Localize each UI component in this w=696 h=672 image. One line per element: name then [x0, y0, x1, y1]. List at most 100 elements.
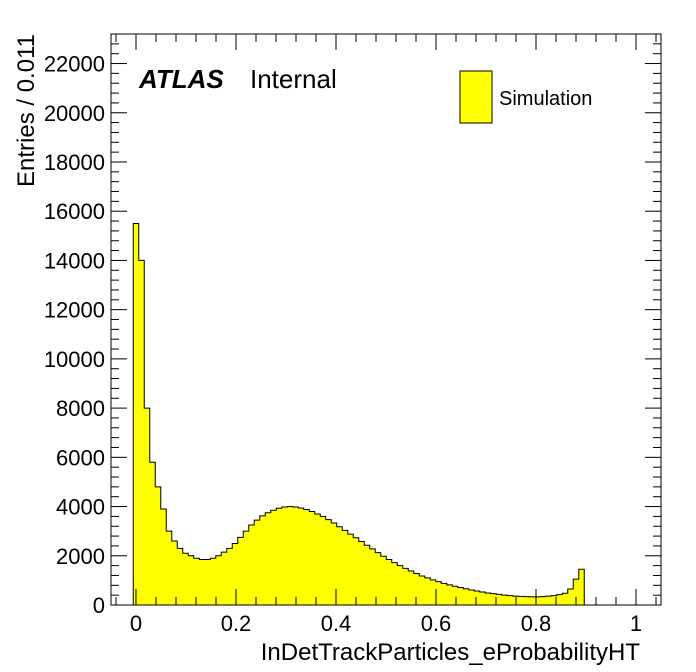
histogram-bar	[474, 590, 481, 605]
histogram-bar	[545, 596, 552, 605]
histogram-bar	[446, 584, 453, 605]
x-tick-label: 1	[630, 611, 642, 636]
histogram-bar	[540, 596, 547, 605]
y-tick-label: 22000	[44, 52, 105, 77]
histogram-bar	[221, 552, 228, 605]
histogram-bar	[380, 556, 387, 605]
histogram-bar	[490, 593, 497, 605]
histogram-bar	[204, 559, 211, 605]
y-tick-label: 2000	[56, 544, 105, 569]
histogram-bar	[243, 531, 250, 605]
histogram-bar	[413, 573, 420, 605]
x-axis-ticks: 0 0.2 0.4 0.6 0.8 1	[115, 34, 657, 636]
histogram-bar	[468, 589, 475, 605]
histogram-bar	[325, 519, 332, 605]
histogram-bar	[303, 509, 310, 605]
histogram-bar	[199, 559, 206, 605]
histogram-bar	[160, 509, 167, 605]
histogram-bar	[529, 596, 536, 605]
histogram-bar	[336, 526, 343, 605]
histogram-bar	[171, 541, 178, 605]
y-axis-ticks: 0 2000 4000 6000 8000 10000 12000 14000 16000 180…	[44, 43, 661, 618]
histogram-bar	[364, 545, 371, 605]
histogram-bar	[408, 571, 415, 605]
histogram-bar	[342, 530, 349, 605]
histogram-bar	[479, 591, 486, 605]
histogram-bar	[177, 548, 184, 605]
histogram-bar	[441, 583, 448, 605]
histogram-bar	[534, 596, 541, 605]
histogram-bar	[358, 541, 365, 605]
histogram-bar	[309, 511, 316, 605]
histogram-bar	[138, 260, 145, 605]
x-tick-label: 0.6	[421, 611, 452, 636]
histogram-bar	[457, 587, 464, 605]
x-tick-label: 0.2	[221, 611, 252, 636]
internal-label: Internal	[250, 64, 337, 94]
histogram-bar	[270, 510, 277, 605]
histogram-bar	[435, 581, 442, 605]
x-tick-label: 0.8	[521, 611, 552, 636]
x-tick-label: 0	[130, 611, 142, 636]
histogram-bar	[485, 592, 492, 605]
histogram-bar	[155, 486, 162, 605]
histogram-bar	[518, 596, 525, 605]
histogram-outline	[132, 223, 585, 605]
histogram-bar	[578, 569, 585, 605]
histogram-bar	[237, 537, 244, 605]
histogram-bar	[254, 520, 261, 605]
histogram-bar	[347, 534, 354, 605]
histogram-bar	[402, 568, 409, 605]
histogram-bar	[259, 515, 266, 605]
y-tick-label: 4000	[56, 495, 105, 520]
histogram-bar	[551, 595, 558, 605]
histogram-bar	[397, 565, 404, 605]
histogram-bar	[501, 595, 508, 605]
histogram-bar	[386, 559, 393, 605]
y-tick-label: 10000	[44, 347, 105, 372]
histogram-bars	[132, 223, 585, 605]
plot-frame	[110, 33, 662, 606]
histogram-bar	[193, 558, 200, 605]
histogram-bar	[556, 594, 563, 605]
y-tick-label: 12000	[44, 298, 105, 323]
histogram-bar	[523, 596, 530, 605]
histogram-bar	[292, 507, 299, 605]
histogram-bar	[314, 513, 321, 605]
histogram-bar	[573, 579, 580, 605]
legend-swatch	[459, 70, 493, 124]
histogram-bar	[149, 462, 156, 605]
histogram-bar	[215, 555, 222, 605]
histogram-bar	[232, 543, 239, 605]
histogram-bar	[496, 594, 503, 605]
histogram-bar	[265, 512, 272, 605]
histogram-bar	[226, 548, 233, 605]
histogram-bar	[281, 507, 288, 605]
y-tick-label: 18000	[44, 150, 105, 175]
legend-entry-simulation: Simulation	[499, 88, 592, 110]
histogram-bar	[507, 595, 514, 605]
y-tick-label: 16000	[44, 199, 105, 224]
histogram-bar	[424, 577, 431, 605]
histogram-bar	[463, 588, 470, 605]
histogram-bar	[353, 537, 360, 605]
histogram-bar	[567, 589, 574, 605]
histogram-bar	[369, 548, 376, 605]
histogram-bar	[375, 552, 382, 605]
histogram-bar	[188, 555, 195, 605]
histogram-bar	[562, 593, 569, 605]
y-tick-label: 14000	[44, 248, 105, 273]
histogram-bar	[419, 575, 426, 605]
legend: Simulation	[459, 70, 592, 124]
y-tick-label: 6000	[56, 445, 105, 470]
x-axis-title: InDetTrackParticles_eProbabilityHT	[261, 639, 641, 666]
histogram-bar	[133, 223, 140, 605]
histogram-bar	[452, 586, 459, 605]
histogram-bar	[430, 579, 437, 605]
histogram-bar	[298, 508, 305, 605]
x-tick-label: 0.4	[321, 611, 352, 636]
y-tick-label: 8000	[56, 396, 105, 421]
histogram-bar	[391, 562, 398, 605]
histogram-bar	[210, 558, 217, 605]
